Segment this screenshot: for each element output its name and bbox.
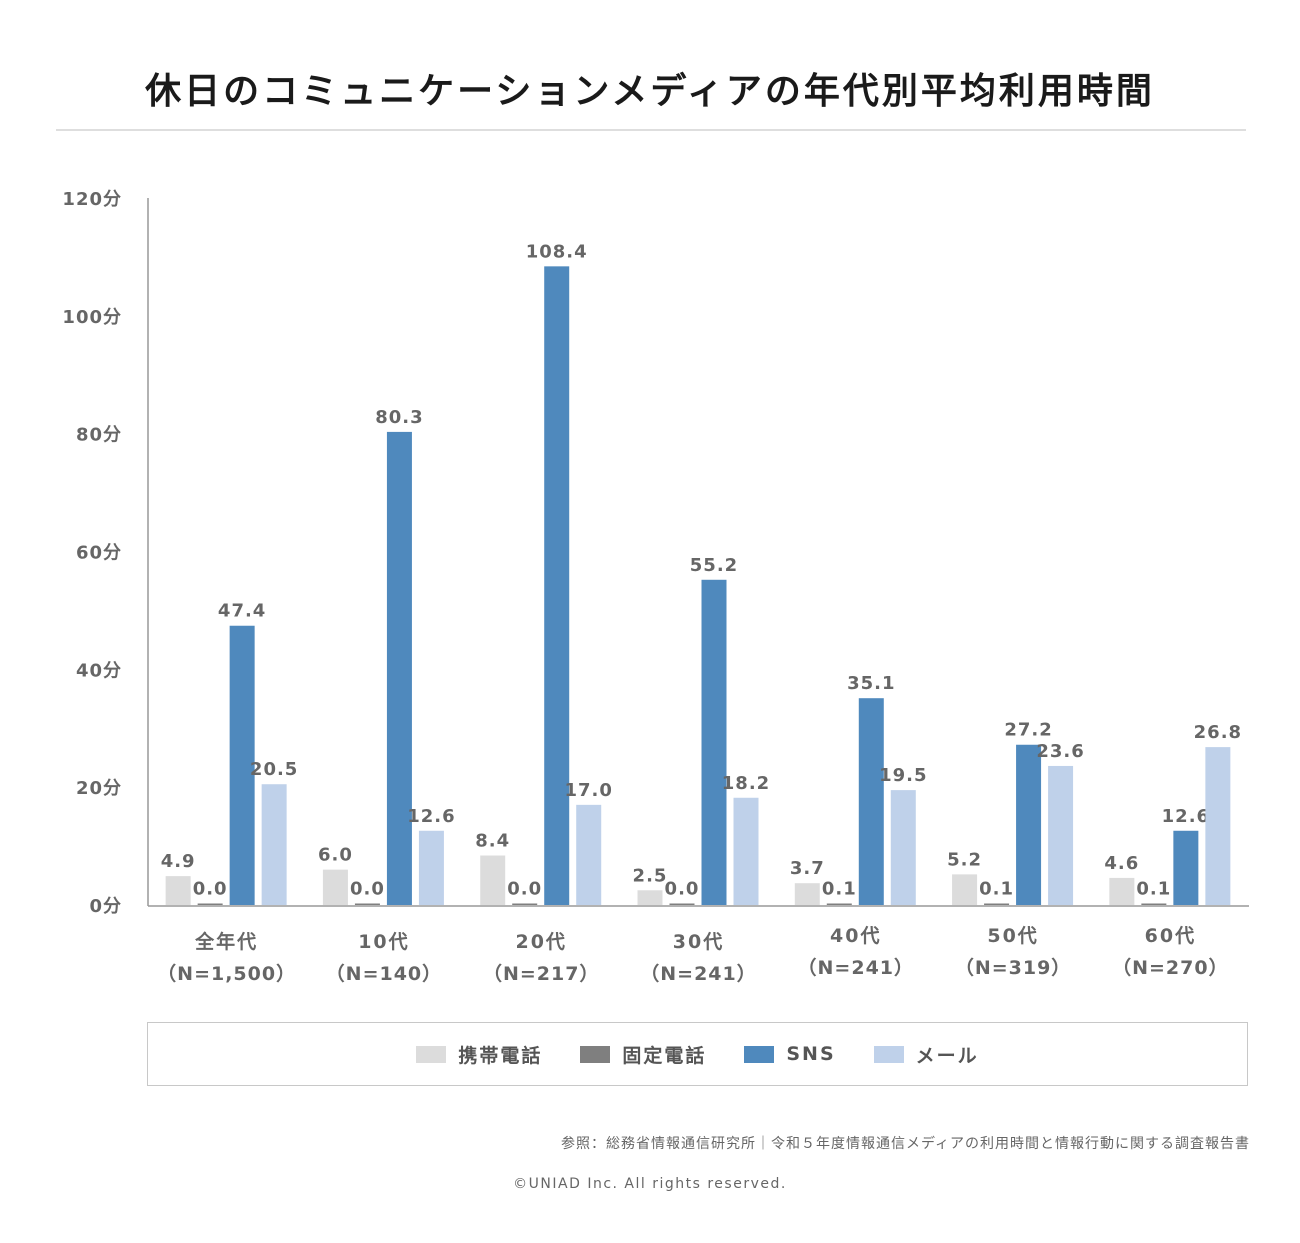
y-tick-label: 40分 xyxy=(76,660,122,681)
data-label-landline: 0.0 xyxy=(350,879,385,900)
bar-sns xyxy=(1173,830,1199,905)
bar-sns xyxy=(229,625,255,905)
data-label-mobile: 4.9 xyxy=(161,851,196,872)
data-label-sns: 80.3 xyxy=(375,407,423,428)
x-category-label: 60代 xyxy=(1145,925,1196,947)
data-label-mail: 20.5 xyxy=(250,759,298,780)
legend-label-mobile: 携帯電話 xyxy=(458,1044,543,1067)
data-label-sns: 12.6 xyxy=(1162,806,1210,827)
bar-landline xyxy=(669,903,695,905)
bar-mail xyxy=(733,797,759,905)
data-label-landline: 0.0 xyxy=(193,879,228,900)
bar-mobile xyxy=(637,890,663,905)
x-category-label: 50代 xyxy=(987,925,1038,947)
bar-chart: 0分 20分 40分 60分 80分 100分 120分 4.9 0.0 47.4 20.5 全年代 （… xyxy=(62,189,1249,985)
legend-swatch-sns xyxy=(744,1045,775,1063)
data-label-mobile: 6.0 xyxy=(318,845,353,866)
bar-landline xyxy=(354,903,380,905)
bar-mobile xyxy=(794,883,820,905)
bar-sns xyxy=(386,431,412,905)
data-label-landline: 0.1 xyxy=(979,879,1014,900)
y-tick-label: 80分 xyxy=(76,425,122,446)
bar-landline xyxy=(826,903,852,905)
legend-label-landline: 固定電話 xyxy=(622,1044,707,1067)
legend-item-landline: 固定電話 xyxy=(580,1041,706,1068)
x-category-label: 10代 xyxy=(358,931,409,953)
x-category-sample-size: （N=1,500） xyxy=(157,962,296,985)
bar-mail xyxy=(1048,765,1074,905)
data-label-sns: 47.4 xyxy=(218,601,266,622)
legend-swatch-mobile xyxy=(416,1045,447,1063)
bar-sns xyxy=(1016,744,1042,905)
x-category-sample-size: （N=217） xyxy=(483,962,599,985)
data-label-sns: 27.2 xyxy=(1004,720,1052,741)
data-label-landline: 0.0 xyxy=(507,879,542,900)
data-label-mail: 17.0 xyxy=(565,780,613,801)
legend-item-sns: SNS xyxy=(744,1043,835,1065)
y-tick-label: 120分 xyxy=(62,189,122,210)
bar-mobile xyxy=(322,869,348,905)
bar-mail xyxy=(890,790,916,905)
bar-mail xyxy=(418,830,444,905)
legend-label-mail: メール xyxy=(915,1044,979,1067)
x-category-label: 20代 xyxy=(515,931,566,953)
y-tick-label: 20分 xyxy=(76,778,122,799)
data-label-sns: 35.1 xyxy=(847,673,895,694)
data-label-sns: 108.4 xyxy=(526,241,588,262)
data-label-mobile: 3.7 xyxy=(790,858,825,879)
x-category-label: 全年代 xyxy=(194,930,258,953)
copyright-note: ©UNIAD Inc. All rights reserved. xyxy=(513,1176,787,1192)
legend-item-mobile: 携帯電話 xyxy=(416,1041,542,1068)
y-tick-label: 100分 xyxy=(62,307,122,328)
bar-mail xyxy=(1205,747,1231,905)
chart-title: 休日のコミュニケーションメディアの年代別平均利用時間 xyxy=(145,71,1155,112)
data-label-mobile: 8.4 xyxy=(475,831,510,852)
data-label-mobile: 2.5 xyxy=(633,865,668,886)
x-category-sample-size: （N=140） xyxy=(326,962,442,985)
data-label-mobile: 5.2 xyxy=(947,849,982,870)
bar-landline xyxy=(512,903,538,905)
data-label-mail: 26.8 xyxy=(1194,722,1242,743)
data-label-sns: 55.2 xyxy=(690,555,738,576)
data-label-mobile: 4.6 xyxy=(1104,853,1139,874)
bar-landline xyxy=(984,903,1010,905)
legend-item-mail: メール xyxy=(873,1041,979,1068)
y-tick-label: 0分 xyxy=(89,896,122,917)
data-label-landline: 0.1 xyxy=(1136,879,1171,900)
y-tick-label: 60分 xyxy=(76,543,122,564)
data-label-mail: 12.6 xyxy=(407,806,455,827)
legend-swatch-landline xyxy=(580,1045,611,1063)
data-label-landline: 0.0 xyxy=(665,879,700,900)
x-category-label: 30代 xyxy=(673,931,724,953)
legend-swatch-mail xyxy=(873,1045,904,1063)
bar-mail xyxy=(261,784,287,905)
data-label-mail: 19.5 xyxy=(879,765,927,786)
bar-landline xyxy=(1141,903,1167,905)
bar-mobile xyxy=(165,876,191,905)
x-category-sample-size: （N=270） xyxy=(1112,956,1228,979)
chart-legend: 携帯電話 固定電話 SNS メール xyxy=(147,1022,1248,1086)
x-category-sample-size: （N=241） xyxy=(798,956,914,979)
bar-sns xyxy=(858,698,884,905)
bar-mail xyxy=(576,804,602,905)
title-divider xyxy=(56,129,1246,131)
source-note: 参照：総務省情報通信研究所｜令和５年度情報通信メディアの利用時間と情報行動に関す… xyxy=(560,1136,1250,1152)
data-label-landline: 0.1 xyxy=(822,879,857,900)
bar-sns xyxy=(701,579,727,905)
x-category-label: 40代 xyxy=(830,925,881,947)
x-category-sample-size: （N=319） xyxy=(955,956,1071,979)
bar-landline xyxy=(197,903,223,905)
bar-mobile xyxy=(480,855,506,905)
data-label-mail: 18.2 xyxy=(722,773,770,794)
legend-label-sns: SNS xyxy=(786,1043,836,1065)
bar-sns xyxy=(544,266,570,905)
bar-mobile xyxy=(1109,877,1135,905)
x-category-sample-size: （N=241） xyxy=(640,962,756,985)
bar-mobile xyxy=(952,874,978,905)
data-label-mail: 23.6 xyxy=(1036,741,1084,762)
